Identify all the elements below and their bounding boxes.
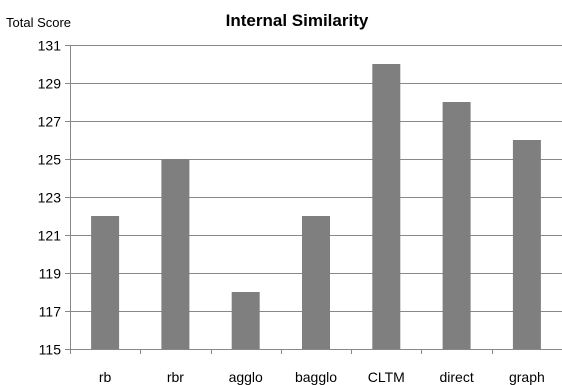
- y-tick-label: 121: [38, 228, 62, 244]
- x-tick-label: CLTM: [368, 369, 405, 385]
- bar-cltm: [372, 64, 401, 349]
- bars: [91, 64, 541, 349]
- y-tick-label: 115: [39, 342, 62, 358]
- y-tick-label: 127: [38, 114, 62, 130]
- x-tick-label: bagglo: [295, 369, 337, 385]
- bar-rb: [91, 216, 120, 349]
- x-tick-labels: rb rbr agglo bagglo CLTM direct graph: [99, 369, 545, 385]
- bar-agglo: [231, 292, 260, 349]
- y-tick-label: 117: [39, 304, 62, 320]
- y-tick-labels: 115 117 119 121 123 125 127 129 131: [38, 38, 62, 358]
- axes: [65, 45, 562, 354]
- bar-direct: [442, 102, 471, 349]
- chart-title: Internal Similarity: [226, 11, 369, 30]
- y-tick-label: 129: [38, 76, 62, 92]
- y-tick-label: 123: [38, 190, 62, 206]
- y-axis-title: Total Score: [6, 15, 71, 30]
- y-tick-label: 119: [39, 266, 62, 282]
- y-tick-label: 131: [38, 38, 62, 54]
- bar-bagglo: [302, 216, 330, 349]
- y-tick-label: 125: [38, 152, 62, 168]
- x-tick-label: rb: [99, 369, 112, 385]
- x-tick-label: direct: [439, 369, 473, 385]
- x-tick-label: agglo: [229, 369, 263, 385]
- x-tick-label: rbr: [167, 369, 184, 385]
- bar-graph: [512, 140, 541, 349]
- x-tick-label: graph: [509, 369, 545, 385]
- bar-rbr: [161, 159, 190, 349]
